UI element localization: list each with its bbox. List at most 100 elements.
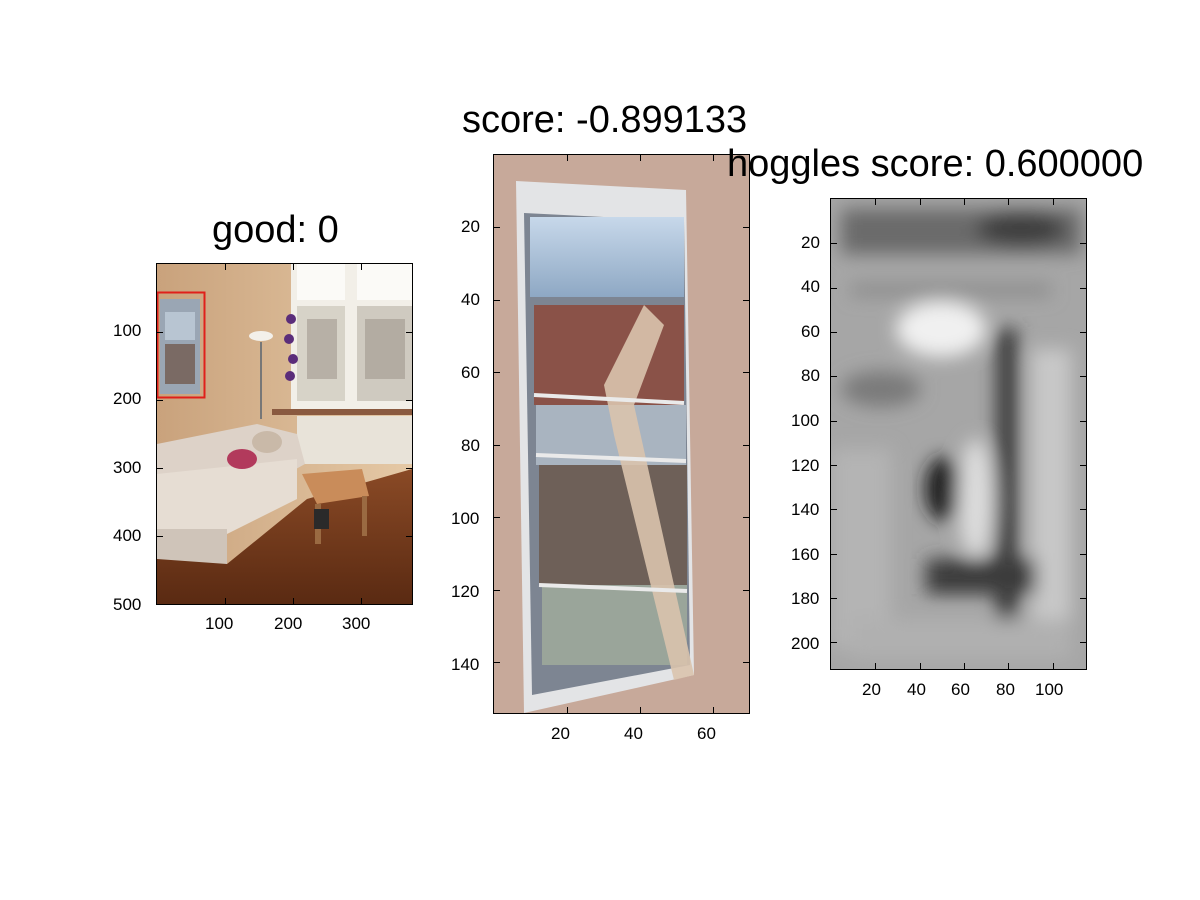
x-tick-mark <box>712 155 714 161</box>
y-tick-mark <box>1080 420 1086 422</box>
y-tick-mark <box>743 517 749 519</box>
y-tick-mark <box>406 536 412 537</box>
y-tick-mark <box>406 332 412 333</box>
y-tick-mark <box>1080 243 1086 245</box>
y-tick-mark <box>494 372 500 374</box>
y-tick-mark <box>831 509 837 511</box>
y-tick-mark <box>157 604 163 605</box>
panel3-xtick-label: 20 <box>862 680 881 699</box>
panel3-ytick-label: 20 <box>801 233 820 252</box>
y-tick-mark <box>831 376 837 378</box>
panel1-axes <box>156 263 413 605</box>
y-tick-mark <box>743 299 749 301</box>
panel2-xtick-label: 40 <box>624 724 643 743</box>
panel2-ytick-label: 60 <box>461 363 480 382</box>
panel3-axes <box>830 198 1087 670</box>
x-tick-mark <box>293 264 294 270</box>
panel3-ytick-label: 200 <box>791 634 820 653</box>
living-room-image <box>157 264 412 604</box>
panel1-xtick-label: 300 <box>342 614 371 633</box>
panel2-ytick-label: 100 <box>451 509 480 528</box>
panel2-ytick-label: 140 <box>451 655 480 674</box>
panel3-ytick-label: 100 <box>791 411 820 430</box>
panel3-xtick-label: 100 <box>1035 680 1064 699</box>
x-tick-mark <box>225 598 226 604</box>
x-tick-mark <box>919 199 921 205</box>
y-tick-mark <box>1080 332 1086 334</box>
y-tick-mark <box>1080 642 1086 644</box>
x-tick-mark <box>566 155 568 161</box>
x-tick-mark <box>875 199 877 205</box>
y-tick-mark <box>831 465 837 467</box>
y-tick-mark <box>157 332 163 333</box>
panel2-title: score: -0.899133 <box>462 99 748 141</box>
x-tick-mark <box>639 707 641 713</box>
y-tick-mark <box>743 444 749 446</box>
y-tick-mark <box>494 589 500 591</box>
y-tick-mark <box>831 420 837 422</box>
y-tick-mark <box>494 517 500 519</box>
panel3-ytick-label: 120 <box>791 456 820 475</box>
x-tick-mark <box>293 598 294 604</box>
panel1-ytick-label: 100 <box>113 321 142 340</box>
x-tick-mark <box>875 663 877 669</box>
panel2-ytick-label: 40 <box>461 290 480 309</box>
x-tick-mark <box>964 199 966 205</box>
y-tick-mark <box>494 444 500 446</box>
y-tick-mark <box>831 553 837 555</box>
y-tick-mark <box>494 299 500 301</box>
x-tick-mark <box>225 264 226 270</box>
panel3-ytick-label: 180 <box>791 589 820 608</box>
y-tick-mark <box>1080 598 1086 600</box>
panel3-title: hoggles score: 0.600000 <box>727 143 1144 185</box>
x-tick-mark <box>361 598 362 604</box>
x-tick-mark <box>1008 199 1010 205</box>
x-tick-mark <box>1008 663 1010 669</box>
x-tick-mark <box>361 264 362 270</box>
y-tick-mark <box>831 642 837 644</box>
panel2-ytick-label: 120 <box>451 582 480 601</box>
y-tick-mark <box>406 468 412 469</box>
x-tick-mark <box>712 707 714 713</box>
x-tick-mark <box>964 663 966 669</box>
x-tick-mark <box>919 663 921 669</box>
y-tick-mark <box>157 468 163 469</box>
panel3-ytick-label: 80 <box>801 366 820 385</box>
panel3-ytick-label: 60 <box>801 322 820 341</box>
panel1-ytick-label: 200 <box>113 389 142 408</box>
panel3-xtick-label: 40 <box>907 680 926 699</box>
panel1-ytick-label: 400 <box>113 526 142 545</box>
x-tick-mark <box>1052 199 1054 205</box>
x-tick-mark <box>639 155 641 161</box>
y-tick-mark <box>157 536 163 537</box>
y-tick-mark <box>743 662 749 664</box>
y-tick-mark <box>1080 553 1086 555</box>
hoggles-heatmap <box>831 199 1086 669</box>
y-tick-mark <box>406 400 412 401</box>
panel2-xtick-label: 60 <box>697 724 716 743</box>
panel3-xtick-label: 80 <box>996 680 1015 699</box>
y-tick-mark <box>743 589 749 591</box>
y-tick-mark <box>1080 287 1086 289</box>
y-tick-mark <box>831 332 837 334</box>
y-tick-mark <box>157 400 163 401</box>
y-tick-mark <box>1080 509 1086 511</box>
x-tick-mark <box>566 707 568 713</box>
panel3-ytick-label: 140 <box>791 500 820 519</box>
panel2-xtick-label: 20 <box>551 724 570 743</box>
panel2-ytick-label: 80 <box>461 436 480 455</box>
y-tick-mark <box>494 662 500 664</box>
panel2-ytick-label: 20 <box>461 217 480 236</box>
panel1-xtick-label: 200 <box>274 614 303 633</box>
y-tick-mark <box>743 372 749 374</box>
panel2-axes <box>493 154 750 714</box>
panel1-ytick-label: 300 <box>113 458 142 477</box>
x-tick-mark <box>1052 663 1054 669</box>
detection-box <box>157 291 206 399</box>
panel1-title: good: 0 <box>212 209 339 251</box>
detection-crop-image <box>494 155 749 713</box>
y-tick-mark <box>831 243 837 245</box>
y-tick-mark <box>494 227 500 229</box>
panel1-xtick-label: 100 <box>205 614 234 633</box>
panel1-ytick-label: 500 <box>113 595 142 614</box>
